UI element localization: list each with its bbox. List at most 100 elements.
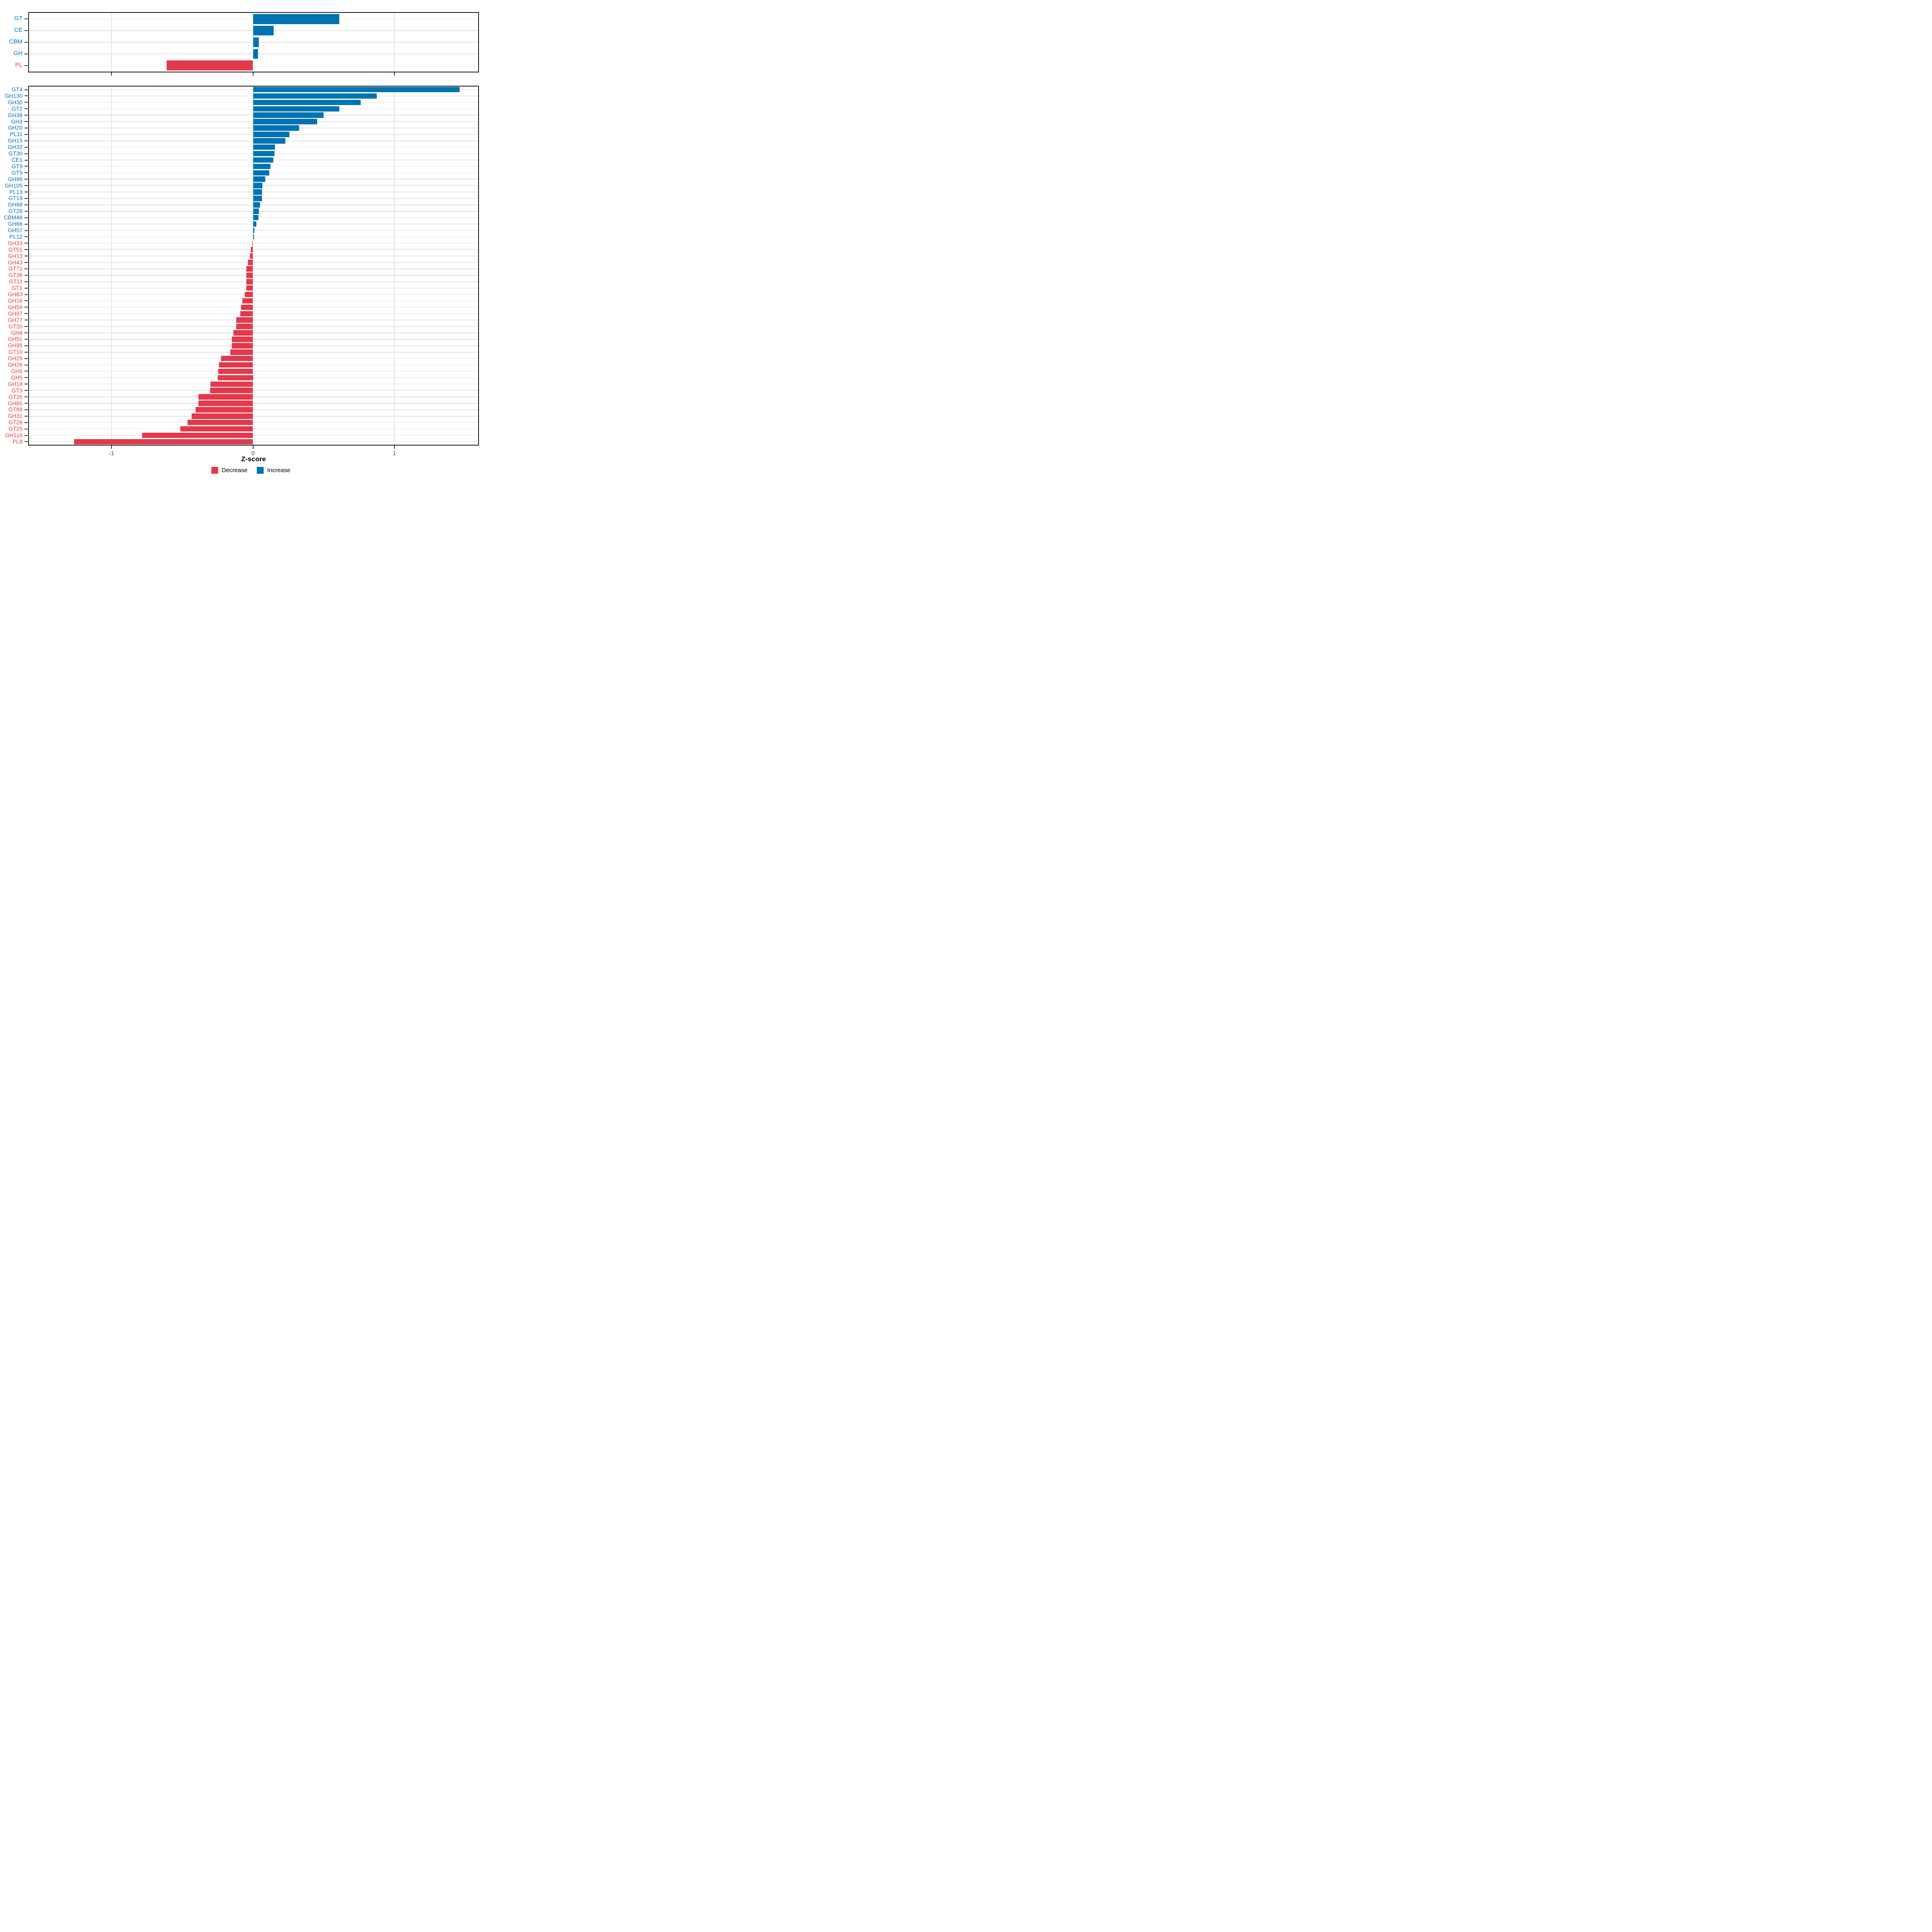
gridline-row-GT89 [29,409,478,410]
ytick-label-GH18: GH18 [8,380,23,387]
ytick-label-PL8: PL8 [12,438,23,445]
ytick-mark-CBM [25,42,28,43]
gridline-x--1 [111,87,112,445]
gridline-row-GH29 [29,358,478,359]
gridline-row-PL [29,65,478,66]
bar-GH3 [253,119,318,124]
bar-GH30 [253,99,361,105]
bar-GH65 [198,400,253,406]
bar-GH18 [211,381,253,387]
gridline-x-0 [252,87,254,445]
bar-PL8 [74,439,253,445]
bar-GT28 [253,208,259,214]
ytick-label-GT89: GT89 [8,406,23,413]
gridline-row-GT10 [29,352,478,353]
ytick-mark-CBM48 [25,217,28,218]
ytick-label-GT1: GT1 [11,285,23,291]
ytick-label-GT9: GT9 [11,163,23,169]
ytick-mark-GH66 [25,223,28,225]
ytick-mark-GT9 [25,166,28,167]
ytick-mark-GH32 [25,147,28,148]
bar-GH26 [219,362,253,368]
ytick-label-GT20: GT20 [8,323,23,330]
bar-PL13 [253,189,262,195]
bar-GH13 [250,253,253,259]
ytick-label-GH116: GH116 [5,432,23,439]
ytick-label-GH88: GH88 [8,201,23,208]
ytick-label-GH30: GH30 [8,99,23,105]
legend-label-decrease: Decrease [221,467,248,474]
bar-GH99 [253,176,265,182]
ytick-mark-GH8 [25,332,28,334]
gridline-row-GT36 [29,275,478,276]
ytick-label-GT25: GT25 [8,425,23,432]
bar-GT25 [180,426,253,432]
ytick-mark-PL8 [25,441,28,442]
ytick-label-GH38: GH38 [8,111,23,118]
xtick-label--1: -1 [109,450,114,457]
bar-GT2 [253,106,339,112]
bar-GH15 [253,138,286,144]
ytick-label-GT30: GT30 [8,150,23,157]
ytick-mark-GH88 [25,204,28,205]
gridline-row-GH116 [29,435,478,436]
bar-GH77 [236,317,253,323]
gridline-row-GH63 [29,294,478,295]
bar-GH38 [253,112,324,118]
xtick-mark-subfamily-0 [252,446,254,449]
gridline-row-GT1 [29,287,478,289]
ytick-label-GH9: GH9 [11,367,23,374]
bar-PL [167,60,253,70]
ytick-mark-GT19 [25,198,28,199]
ytick-label-GH: GH [13,50,23,57]
ytick-mark-GH59 [25,307,28,308]
ytick-mark-GH95 [25,345,28,346]
bar-GT51 [250,247,253,252]
ytick-label-CBM: CBM [9,38,23,45]
ytick-mark-GT10 [25,351,28,353]
ytick-label-PL12: PL12 [9,233,23,240]
gridline-row-GH33 [29,243,478,244]
bar-GT19 [253,196,262,201]
ytick-mark-GT4 [25,89,28,90]
ytick-label-GH31: GH31 [8,413,23,419]
bar-GH88 [253,202,260,208]
bar-GT11 [246,279,253,285]
bar-GH59 [241,304,253,310]
gridline-row-GH9 [29,371,478,372]
bar-GH105 [253,183,263,188]
bar-GT30 [253,151,275,157]
gridline-row-GH8 [29,332,478,333]
ytick-label-GH26: GH26 [8,361,23,368]
ytick-label-GH8: GH8 [11,329,23,336]
bar-GT9 [253,163,271,169]
ytick-mark-GH15 [25,140,28,141]
ytick-label-GT: GT [14,15,23,22]
bar-GT3 [210,388,253,393]
bar-GH29 [221,355,253,361]
bar-GH51 [232,336,253,342]
xtick-mark-subfamily-1 [394,446,395,449]
ytick-mark-GH31 [25,415,28,417]
ytick-mark-CE [25,30,28,31]
xtick-mark-subfamily--1 [111,446,112,449]
bar-GH31 [191,413,253,419]
chart-figure: Z-score Decrease Increase GT CE CBM GH PL GT4… [0,0,483,483]
bar-GH130 [253,93,377,99]
ytick-mark-GH29 [25,358,28,359]
ytick-label-GH13: GH13 [8,252,23,259]
ytick-mark-GT71 [25,268,28,269]
ytick-label-CE: CE [14,27,23,34]
ytick-mark-GH16 [25,300,28,301]
ytick-mark-GT3 [25,390,28,391]
ytick-label-GT35: GT35 [8,393,23,400]
legend-label-increase: Increase [267,467,291,474]
x-axis-title: Z-score [241,455,266,463]
legend-swatch-decrease [211,467,218,474]
gridline-x-1 [394,87,395,445]
bar-GH5 [217,375,253,381]
ytick-label-GT11: GT11 [9,278,23,285]
bar-GT71 [246,266,253,272]
ytick-label-GH15: GH15 [8,137,23,144]
ytick-label-GH20: GH20 [8,124,23,131]
